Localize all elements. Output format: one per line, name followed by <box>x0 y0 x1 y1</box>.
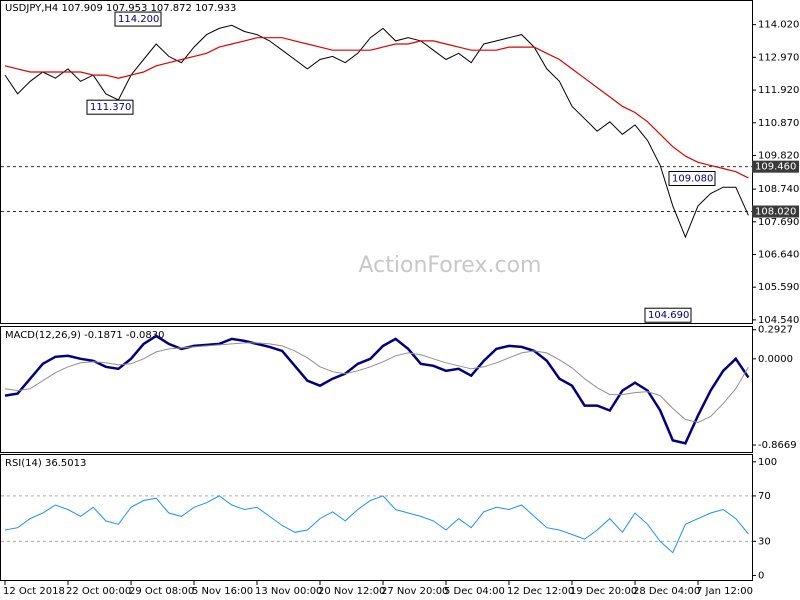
y-tick-label: 106.640 <box>758 249 799 260</box>
annotation: 114.200 <box>118 14 159 25</box>
price-label-box <box>752 205 799 218</box>
y-tick-label: 0 <box>758 570 764 581</box>
y-tick-label: 114.020 <box>758 20 799 31</box>
series-line <box>4 495 749 554</box>
y-tick-label: -0.8669 <box>758 440 797 451</box>
y-tick-label: 105.590 <box>758 282 799 293</box>
price-label: 109.460 <box>755 162 796 173</box>
series-line <box>4 342 749 424</box>
price-title: USDJPY,H4 107.909 107.953 107.872 107.93… <box>5 3 236 14</box>
rsi-panel <box>0 454 753 581</box>
x-tick-label: 5 Dec 04:00 <box>444 586 505 597</box>
y-tick-label: 112.970 <box>758 52 799 63</box>
x-tick-label: 7 Jan 12:00 <box>696 586 753 597</box>
y-tick-label: 108.740 <box>758 184 799 195</box>
x-tick-label: 29 Oct 08:00 <box>129 586 194 597</box>
macd-panel <box>0 326 753 453</box>
y-tick-label: 110.870 <box>758 118 799 129</box>
series-line <box>4 37 749 179</box>
x-tick-label: 27 Nov 20:00 <box>381 586 448 597</box>
series-line <box>4 24 749 239</box>
y-tick-label: 111.920 <box>758 85 799 96</box>
annotation-box <box>644 307 692 323</box>
x-tick-label: 12 Oct 2018 <box>3 586 65 597</box>
x-tick-label: 20 Nov 12:00 <box>318 586 385 597</box>
y-tick-label: 109.820 <box>758 150 799 161</box>
y-tick-label: 107.690 <box>758 217 799 228</box>
x-tick-label: 22 Oct 00:00 <box>66 586 131 597</box>
price-label: 108.020 <box>755 207 796 218</box>
y-tick-label: 0.0000 <box>758 354 793 365</box>
y-tick-label: 100 <box>758 457 777 468</box>
price-label-box <box>752 160 799 173</box>
x-tick-label: 13 Nov 00:00 <box>255 586 322 597</box>
x-tick-label: 12 Dec 12:00 <box>507 586 574 597</box>
x-tick-label: 5 Nov 16:00 <box>192 586 253 597</box>
annotation: 111.370 <box>90 102 131 113</box>
rsi-title: RSI(14) 36.5013 <box>5 458 86 469</box>
annotation-box <box>668 171 716 187</box>
y-tick-label: 104.540 <box>758 315 799 326</box>
annotation-box <box>114 11 162 27</box>
annotation-box <box>86 99 134 115</box>
macd-title: MACD(12,26,9) -0.1871 -0.0830 <box>5 330 165 341</box>
annotation: 109.080 <box>672 174 713 185</box>
series-line <box>4 334 750 445</box>
y-tick-label: 0.2927 <box>758 325 793 336</box>
y-tick-label: 30 <box>758 536 771 547</box>
watermark: ActionForex.com <box>359 253 542 278</box>
annotation: 104.690 <box>648 310 689 321</box>
x-tick-label: 19 Dec 20:00 <box>570 586 637 597</box>
x-tick-label: 28 Dec 04:00 <box>633 586 700 597</box>
y-tick-label: 70 <box>758 491 771 502</box>
